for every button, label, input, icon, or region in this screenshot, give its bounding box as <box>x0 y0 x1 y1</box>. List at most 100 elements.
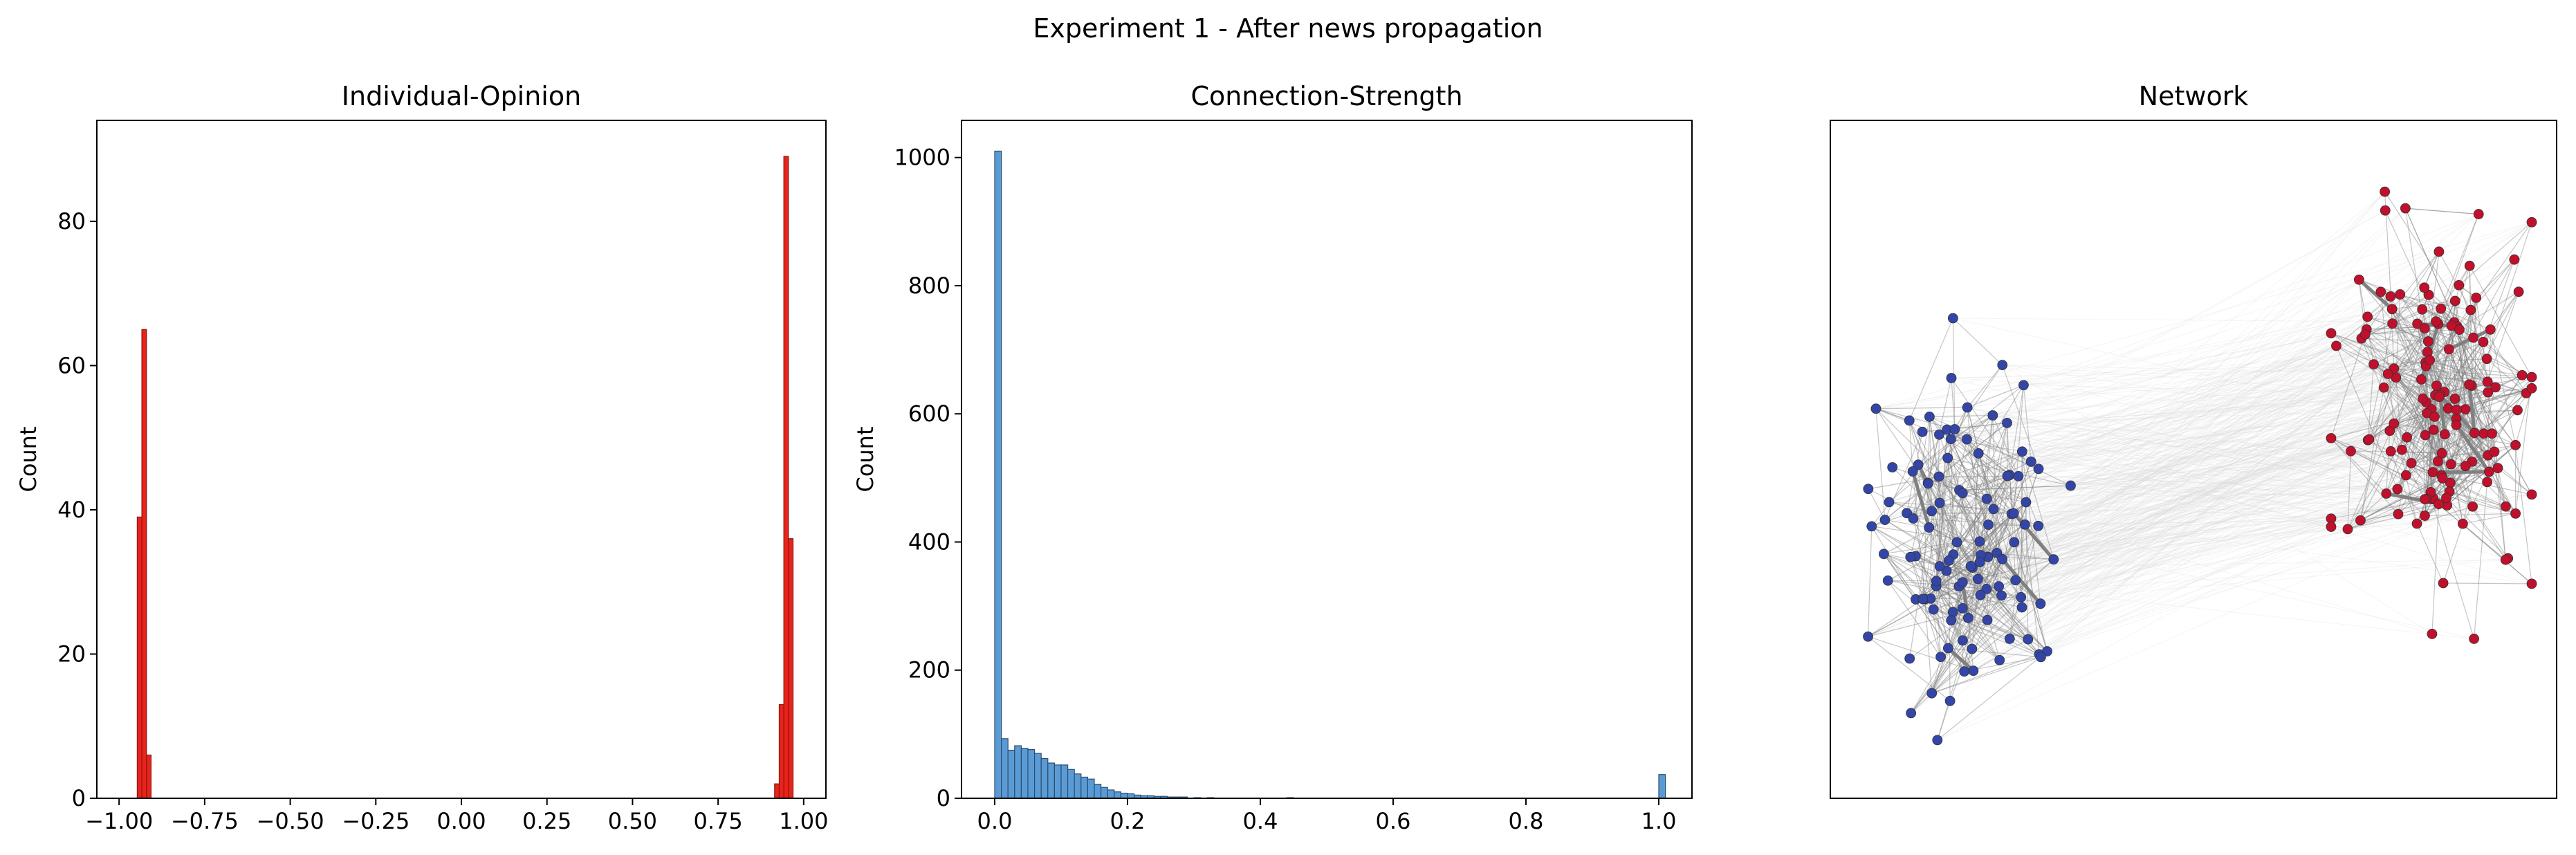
network-edge <box>2390 450 2447 499</box>
network-edge <box>2386 430 2391 494</box>
network-edge <box>1888 502 1989 526</box>
network-node-blue <box>1973 573 1983 585</box>
figure-suptitle: Experiment 1 - After news propagation <box>1033 13 1543 44</box>
network-edge <box>2014 542 2048 652</box>
network-edge <box>1959 485 2071 491</box>
network-edge-between <box>1922 385 2472 600</box>
network-edge <box>2006 423 2012 515</box>
network-edge-between <box>1892 424 2457 468</box>
network-edge <box>2347 451 2352 529</box>
strength-ytick-label: 0 <box>937 785 950 811</box>
network-edge <box>1931 656 1942 694</box>
network-edge-between <box>2041 461 2438 658</box>
opinion-ytick-label: 20 <box>57 641 86 667</box>
network-node-red <box>2473 209 2484 219</box>
network-edge <box>1912 471 1926 600</box>
network-edge <box>1980 461 2032 596</box>
network-edge <box>1935 585 1974 671</box>
network-edge <box>1947 457 2015 543</box>
network-edge-between <box>1928 378 2422 484</box>
network-node-red <box>2368 359 2379 370</box>
network-edge-between <box>1980 412 2427 596</box>
network-node-red <box>2489 446 2500 457</box>
network-node-red <box>2464 379 2474 390</box>
network-edge-between <box>2053 506 2506 560</box>
network-edge-between <box>2039 328 2425 655</box>
network-node-red <box>2355 515 2366 526</box>
network-edge <box>1867 526 1873 637</box>
network-node-blue <box>1988 504 1999 515</box>
network-node-red <box>2431 316 2441 327</box>
network-node-red <box>2436 448 2447 459</box>
network-edge <box>2429 360 2492 434</box>
network-edge <box>1987 559 2054 620</box>
network-node-blue <box>1957 488 1968 499</box>
network-edge-between <box>2007 407 2449 423</box>
network-node-blue <box>1975 589 1986 600</box>
network-node-red <box>2443 344 2454 355</box>
network-edge <box>1868 586 1960 637</box>
network-node-red <box>2485 324 2496 335</box>
network-edge <box>1922 484 1929 600</box>
network-edge-between <box>1972 478 2443 569</box>
network-edge <box>1909 527 1930 659</box>
network-edge <box>2397 349 2449 490</box>
network-node-blue <box>2019 519 2030 530</box>
network-edge-strong <box>1947 647 1975 672</box>
network-edge <box>2424 409 2432 499</box>
opinion-ytick-label: 40 <box>57 497 86 523</box>
network-node-blue <box>2016 602 2027 613</box>
network-edge <box>2021 451 2054 560</box>
network-node-blue <box>2018 380 2029 391</box>
network-node-blue <box>1917 594 1929 605</box>
opinion-panel: Individual-Opinion −1.00 −0.75 −0.50 −0.25 0… <box>15 81 828 834</box>
network-edge <box>2426 412 2451 465</box>
network-node-red <box>2326 522 2337 532</box>
network-edge <box>1915 490 1960 557</box>
network-edge-between <box>1906 338 2362 514</box>
network-edge <box>2440 214 2479 309</box>
network-edge <box>2411 444 2516 464</box>
strength-xtick-label: 0.8 <box>1509 808 1544 834</box>
network-edge <box>2416 506 2473 524</box>
network-edge-between <box>1888 329 2367 581</box>
network-edge <box>2438 251 2472 311</box>
network-edge <box>2431 454 2489 500</box>
network-edge-between <box>2023 385 2440 396</box>
network-edge <box>1951 586 1999 621</box>
network-node-red <box>2429 412 2440 422</box>
network-edge <box>2367 316 2429 342</box>
network-edge-between <box>1970 409 2466 567</box>
network-edge-between <box>1949 308 2441 701</box>
network-edge-between <box>1875 323 2418 410</box>
network-edge <box>1887 580 1942 657</box>
network-edge-between <box>1999 526 2332 661</box>
network-edge <box>2336 345 2432 410</box>
network-edge <box>2361 294 2429 339</box>
network-edge-between <box>1967 407 2463 524</box>
network-node-red <box>2441 493 2451 504</box>
network-edge <box>2407 436 2438 462</box>
network-edge-between <box>1962 392 2527 583</box>
network-edge-between <box>2027 491 2450 640</box>
network-node-red <box>2392 484 2403 495</box>
network-edge <box>2013 513 2048 652</box>
network-edge <box>2447 444 2516 506</box>
network-edge-between <box>1980 396 2440 556</box>
network-edge <box>1888 580 2023 608</box>
network-edge-between <box>2030 297 2476 462</box>
network-node-red <box>2402 432 2413 443</box>
network-edge <box>2011 476 2019 515</box>
network-edge <box>1884 498 1987 555</box>
network-edge <box>2462 523 2532 585</box>
network-edge <box>2347 423 2395 530</box>
network-node-blue <box>1906 708 1917 719</box>
network-node-red <box>2449 295 2460 306</box>
network-edge <box>1929 526 1998 553</box>
network-node-blue <box>1957 577 1968 588</box>
network-edge <box>1938 476 2012 515</box>
network-edge-between <box>2022 416 2435 452</box>
network-edge <box>1938 476 1960 587</box>
network-edge-between <box>2007 409 2432 477</box>
network-edge <box>2330 438 2399 515</box>
